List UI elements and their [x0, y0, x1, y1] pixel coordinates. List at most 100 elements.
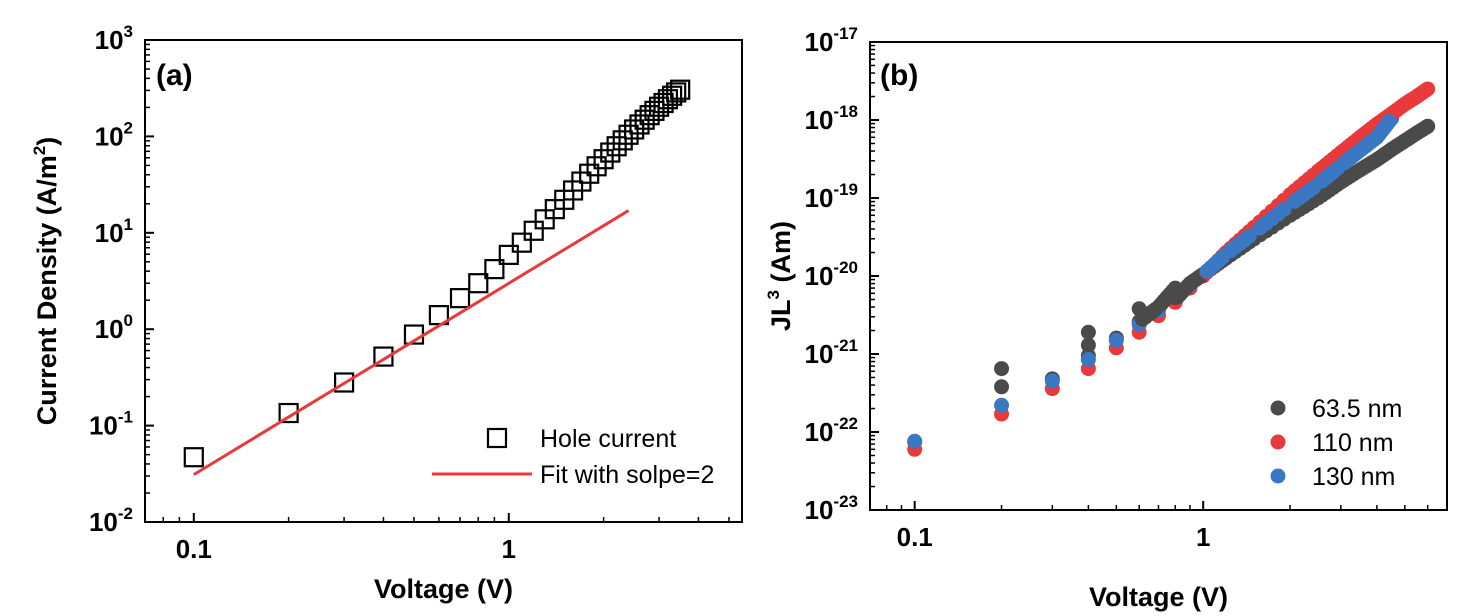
- legend-dot-swatch: [1270, 468, 1286, 484]
- y-tick-exponent: 3: [124, 22, 133, 41]
- y-tick-base: 10: [805, 105, 834, 135]
- y-tick-base: 10: [805, 27, 834, 57]
- series-hole-current: [183, 79, 691, 468]
- data-point: [666, 82, 687, 103]
- y-tick-exponent: -17: [833, 24, 858, 43]
- legend: 63.5 nm 110 nm 130 nm: [1270, 395, 1402, 491]
- y-tick-base: 10: [805, 495, 834, 525]
- y-tick-label: 10-22: [805, 414, 859, 447]
- x-tick-label: 1: [502, 534, 516, 564]
- data-point: [1108, 332, 1124, 348]
- data-point: [468, 273, 489, 294]
- data-point: [670, 79, 691, 100]
- legend-dot-swatch: [1270, 434, 1286, 450]
- y-tick-base: 10: [89, 411, 118, 441]
- data-point: [1080, 337, 1096, 353]
- legend-square-swatch: [486, 427, 508, 449]
- data-point-dense: [1418, 82, 1434, 98]
- data-point: [612, 130, 633, 151]
- y-tick-label: 10-18: [805, 102, 859, 135]
- x-tick-label: 0.1: [897, 522, 933, 552]
- y-tick-exponent: -23: [833, 492, 858, 511]
- y-tick-base: 10: [805, 261, 834, 291]
- data-point: [498, 244, 519, 265]
- y-tick-exponent: -22: [833, 414, 858, 433]
- data-point-dense: [1276, 201, 1292, 217]
- x-tick-label: 0.1: [176, 534, 212, 564]
- y-tick-label: 100: [95, 311, 133, 344]
- fit-line: [193, 209, 630, 476]
- y-tick-base: 10: [805, 339, 834, 369]
- legend: Hole current Fit with solpe=2: [432, 425, 714, 489]
- y-tick-exponent: -1: [118, 408, 133, 427]
- data-point: [1080, 324, 1096, 340]
- data-point: [571, 171, 592, 192]
- y-tick-exponent: 2: [124, 118, 133, 137]
- y-tick-base: 10: [805, 417, 834, 447]
- y-tick-exponent: -18: [833, 102, 858, 121]
- data-point: [994, 361, 1010, 377]
- x-tick-label: 1: [1196, 522, 1210, 552]
- y-tick-label: 10-21: [805, 336, 859, 369]
- y-tick-exponent: 0: [124, 311, 133, 330]
- y-tick-label: 10-1: [89, 408, 133, 441]
- series-fit-with-solpe-2: [193, 209, 630, 476]
- y-axis-label: Current Density (A/m2): [30, 137, 62, 426]
- y-tick-base: 10: [95, 218, 124, 248]
- legend-label: 110 nm: [1312, 429, 1394, 457]
- data-point-dense: [1418, 119, 1434, 135]
- x-axis-label: Voltage (V): [1089, 582, 1228, 612]
- y-tick-exponent: 1: [124, 215, 133, 234]
- y-tick-label: 101: [95, 215, 133, 248]
- y-tick-label: 103: [95, 22, 133, 55]
- y-tick-base: 10: [95, 121, 124, 151]
- data-point: [183, 447, 204, 468]
- y-axis-label-main: JL: [766, 299, 796, 331]
- data-point: [994, 379, 1010, 395]
- data-point: [534, 209, 555, 230]
- data-point: [1080, 352, 1096, 368]
- y-axis-label-sup: 3: [764, 290, 783, 299]
- legend-label: Fit with solpe=2: [540, 461, 714, 489]
- data-point-dense: [1381, 114, 1397, 130]
- plot-frame: [144, 39, 743, 523]
- y-tick-label: 102: [95, 118, 133, 151]
- data-point: [1044, 373, 1060, 389]
- y-axis-label-end: (Am): [766, 221, 796, 290]
- data-point: [606, 136, 627, 157]
- y-tick-label: 10-2: [89, 504, 133, 537]
- data-point: [333, 372, 355, 393]
- y-tick-label: 10-20: [805, 258, 859, 291]
- legend-label: 130 nm: [1312, 463, 1395, 491]
- legend-dot-swatch: [1270, 400, 1286, 416]
- data-point: [449, 288, 471, 309]
- y-tick-exponent: -21: [833, 336, 858, 355]
- legend-label: Hole current: [540, 425, 676, 453]
- y-axis-label-end: ): [32, 137, 62, 146]
- y-tick-label: 10-23: [805, 492, 859, 525]
- data-point-dense: [1241, 228, 1257, 244]
- data-point: [586, 156, 607, 177]
- data-point: [618, 124, 639, 145]
- data-point: [373, 346, 394, 367]
- legend-label: 63.5 nm: [1312, 395, 1402, 423]
- y-axis-label-main: Current Density (A/m: [32, 155, 62, 425]
- data-point: [484, 259, 505, 280]
- y-axis-label-sup: 2: [30, 146, 49, 155]
- x-axis-label: Voltage (V): [374, 574, 513, 604]
- data-point: [511, 232, 532, 253]
- y-tick-label: 10-17: [805, 24, 859, 57]
- y-tick-base: 10: [95, 25, 124, 55]
- data-point: [593, 149, 614, 170]
- panel-label: (b): [880, 59, 918, 92]
- y-tick-exponent: -20: [833, 258, 858, 277]
- data-point: [994, 397, 1010, 413]
- y-axis-label: JL3 (Am): [764, 221, 796, 331]
- data-point: [523, 220, 544, 241]
- y-tick-base: 10: [95, 314, 124, 344]
- data-point: [600, 142, 621, 163]
- y-tick-label: 10-19: [805, 180, 859, 213]
